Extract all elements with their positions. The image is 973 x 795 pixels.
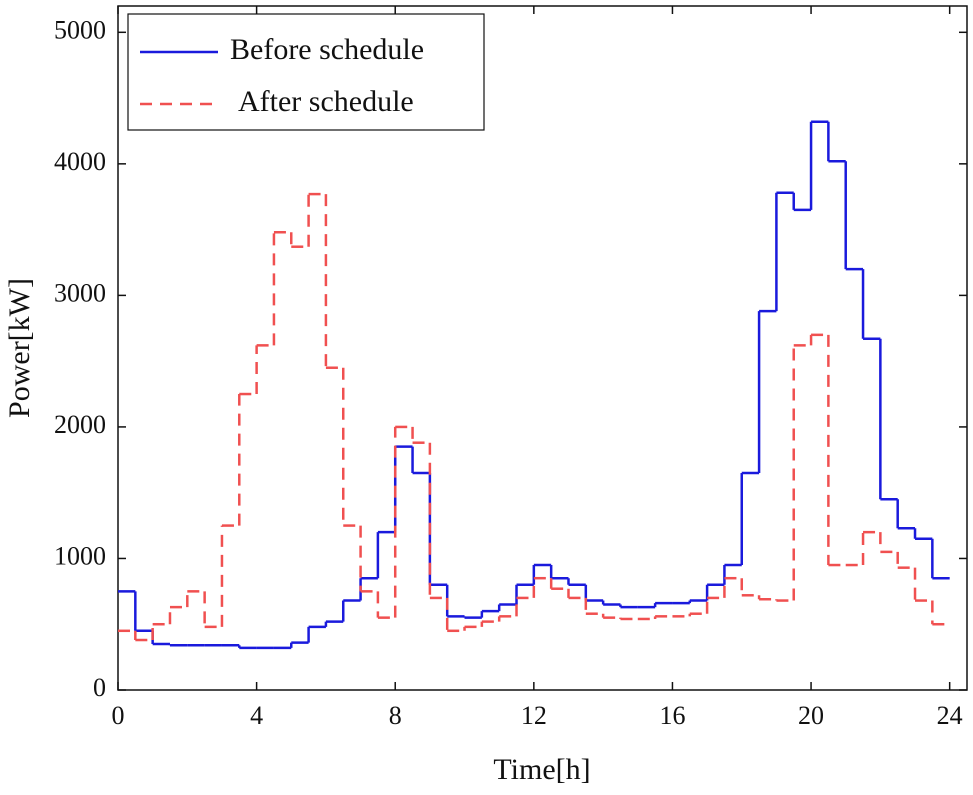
series [118, 192, 950, 642]
y-tick-label: 5000 [54, 15, 106, 44]
plot-frame [117, 5, 968, 691]
x-tick-label: 0 [112, 701, 125, 730]
x-tick-label: 20 [798, 701, 824, 730]
y-tick-label: 4000 [54, 147, 106, 176]
x-axis-label: Time[h] [493, 753, 590, 786]
legend-label: Before schedule [230, 33, 424, 66]
x-tick-label: 8 [389, 701, 402, 730]
x-tick-label: 12 [521, 701, 547, 730]
y-tick-label: 1000 [54, 541, 106, 570]
x-tick-label: 16 [659, 701, 685, 730]
y-tick-label: 3000 [54, 278, 106, 307]
y-tick-label: 2000 [54, 410, 106, 439]
x-tick-label: 4 [250, 701, 263, 730]
legend-label: After schedule [238, 85, 414, 118]
step-riser [134, 194, 934, 641]
y-tick-label: 0 [93, 673, 106, 702]
x-tick-label: 24 [937, 701, 963, 730]
y-axis-label: Power[kW] [3, 278, 36, 418]
series [118, 120, 950, 650]
step-riser [134, 121, 934, 648]
legend-box [127, 13, 485, 131]
